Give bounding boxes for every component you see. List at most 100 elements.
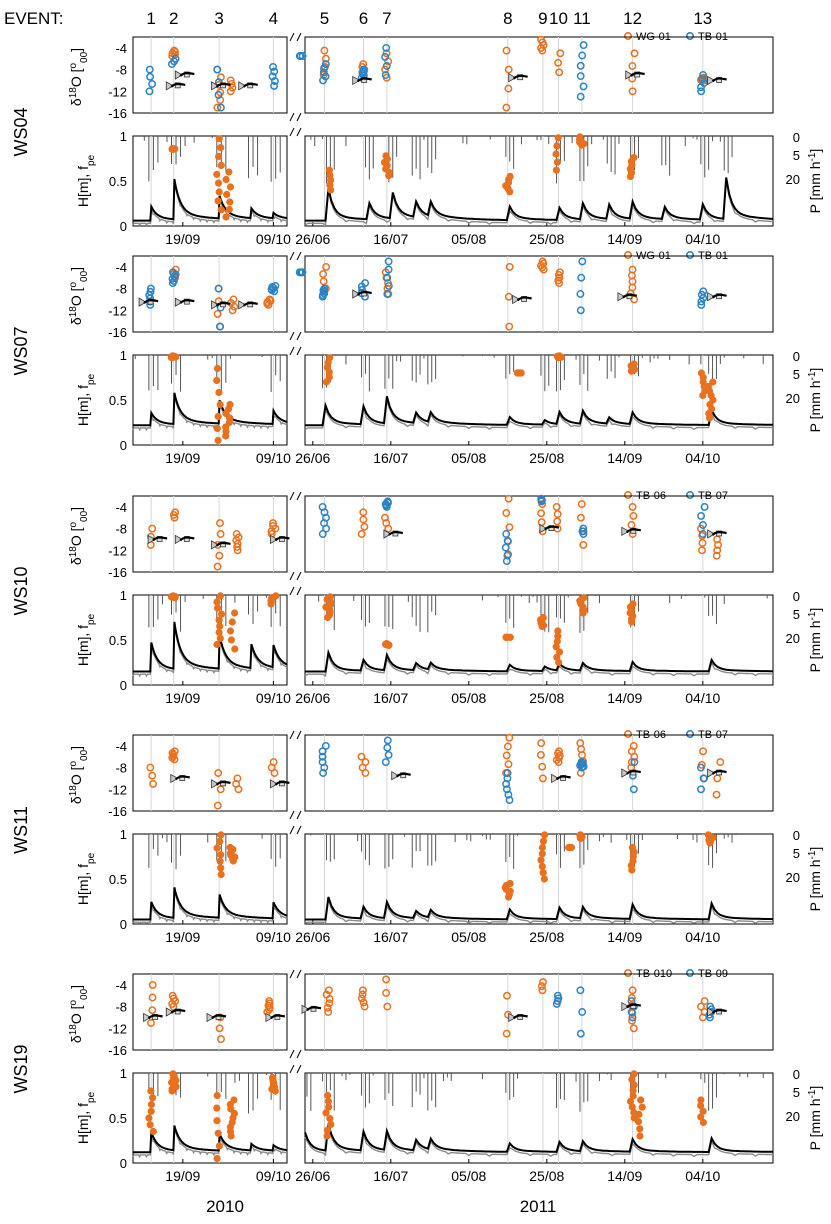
axis-break-mark: [289, 346, 302, 356]
fpe-point: [553, 142, 561, 150]
isotope-sample-point: [555, 68, 564, 77]
fpe-point: [228, 618, 236, 626]
axis-break-mark: [289, 730, 302, 740]
isotope-sample-point: [233, 546, 242, 555]
isotope-sample-point: [699, 747, 708, 756]
isotope-sample-point: [216, 530, 225, 538]
fpe-point: [268, 1073, 277, 1082]
fpe-point: [540, 875, 549, 883]
flow-axes-frame: [304, 135, 774, 227]
fpe-point: [541, 831, 549, 839]
isotope-sample-point: [270, 77, 279, 86]
fpe-point: [213, 170, 221, 178]
fpe-point: [226, 627, 235, 635]
fpe-point: [216, 634, 224, 643]
isotope-sample-point: [383, 1002, 392, 1011]
isotope-axis-label-part: 18: [68, 1024, 79, 1036]
legend-marker: [685, 31, 694, 40]
isotope-sample-point: [630, 49, 639, 58]
mixing-line: [356, 291, 372, 296]
isotope-sample-point: [578, 51, 587, 60]
isotope-sample-point: [216, 103, 225, 112]
precip-axis-label: P [mm h-1]: [807, 1086, 824, 1151]
fpe-point: [217, 610, 226, 618]
isotope-sample-point: [700, 997, 709, 1006]
isotope-tick-label: -16: [108, 804, 127, 819]
isotope-sample-point: [298, 52, 307, 60]
fpe-point: [704, 382, 713, 391]
isotope-sample-point: [216, 785, 225, 794]
event-number: 13: [693, 9, 712, 28]
isotope-axis-label-part: O [: [68, 68, 84, 87]
groundwater-marker: [147, 534, 156, 545]
isotope-sample-point: [318, 752, 327, 761]
fpe-point: [580, 594, 588, 602]
mixing-line: [555, 775, 571, 781]
isotope-sample-point: [577, 763, 586, 772]
x-tick-label: 05/08: [451, 231, 486, 247]
isotope-sample-point: [324, 1008, 333, 1016]
fpe-point: [506, 879, 514, 888]
x-tick-label: 16/07: [373, 450, 408, 466]
isotope-axis-label-part: o: [68, 62, 79, 68]
fpe-point: [538, 862, 546, 871]
mixing-line: [179, 299, 195, 304]
isotope-axes-frame: [132, 36, 288, 114]
isotope-sample-point: [319, 68, 328, 77]
isotope-axes-frame: [132, 495, 288, 573]
groundwater-marker: [211, 81, 220, 91]
isotope-axis-label: δ18O [o00]: [68, 267, 90, 325]
x-tick-label: 16/07: [373, 231, 408, 247]
mixing-line: [306, 1006, 322, 1012]
isotope-sample-point: [538, 46, 547, 55]
isotope-sample-point: [269, 62, 277, 71]
isotope-axis-label-part: O [: [68, 527, 84, 546]
axis-break-mark: [289, 112, 302, 122]
isotope-sample-point: [537, 739, 546, 748]
x-tick-label: 19/09: [165, 929, 200, 945]
precip-axis-label-part: P [mm h: [807, 380, 823, 432]
isotope-sample-point: [383, 273, 392, 282]
groundwater-marker: [352, 289, 361, 299]
isotope-sample-point: [357, 530, 366, 538]
mixing-line: [215, 541, 231, 547]
fpe-point: [322, 1109, 330, 1117]
fpe-point: [555, 352, 564, 360]
precip-tick-label: 0: [793, 589, 800, 604]
precip-axis-label-part: -1: [807, 1089, 818, 1098]
site-label: WS10: [11, 566, 31, 615]
isotope-sample-point: [714, 540, 722, 549]
groundwater-marker: [165, 81, 175, 91]
groundwater-marker: [143, 1012, 152, 1023]
isotope-tick-label: -16: [108, 565, 127, 580]
secondary-level-line: [132, 624, 288, 678]
fpe-point: [213, 844, 221, 852]
fpe-point: [272, 592, 280, 600]
secondary-level-line: [132, 181, 288, 227]
isotope-sample-point: [538, 774, 547, 783]
fpe-point: [382, 152, 390, 160]
fpe-point: [217, 870, 225, 879]
groundwater-marker: [138, 297, 147, 307]
mixing-line: [170, 1009, 186, 1014]
isotope-axis-label: δ18O [o00]: [68, 746, 90, 804]
groundwater-marker: [621, 768, 630, 778]
level-axis-label-part: pe: [86, 373, 97, 385]
isotope-sample-point: [321, 54, 330, 63]
x-tick-label: 25/08: [529, 231, 564, 247]
water-level-line: [305, 396, 773, 427]
isotope-sample-point: [697, 1002, 705, 1011]
isotope-sample-point: [554, 58, 563, 67]
legend-marker: [623, 968, 632, 977]
event-number: 1: [146, 9, 155, 28]
fpe-point: [222, 175, 230, 184]
mixing-line: [626, 770, 641, 775]
mixing-line: [516, 296, 532, 302]
isotope-axis-label-part: O [: [68, 766, 84, 785]
fpe-point: [214, 179, 223, 187]
axis-group-2010: 19/09 09/10: [132, 255, 291, 466]
water-level-line: [305, 896, 774, 921]
fpe-point: [697, 1102, 705, 1110]
isotope-axes-frame: [132, 734, 288, 812]
x-tick-label: 14/09: [607, 1168, 642, 1184]
